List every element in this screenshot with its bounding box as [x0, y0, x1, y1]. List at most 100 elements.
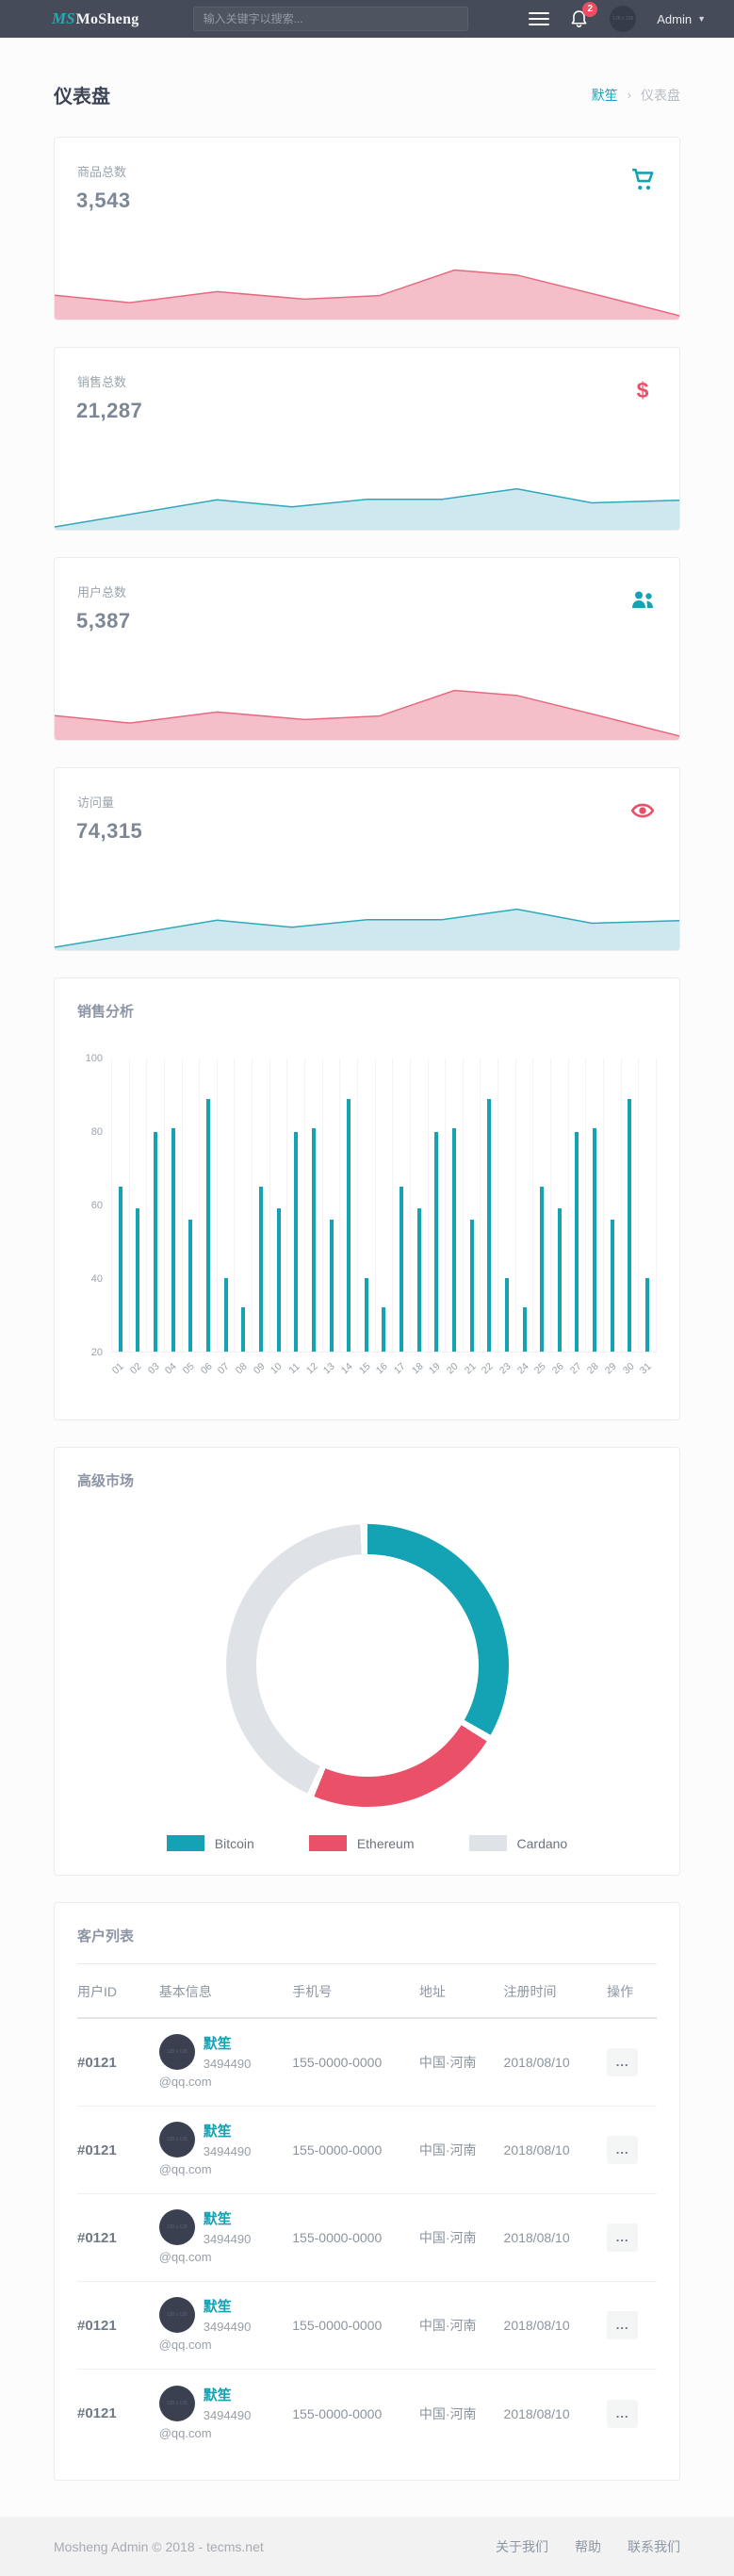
- register-date: 2018/08/10: [503, 2055, 570, 2070]
- row-actions-button[interactable]: ...: [607, 2223, 639, 2252]
- legend-swatch: [308, 1835, 347, 1851]
- user-phone: 155-0000-0000: [292, 2405, 383, 2421]
- bar-slot: [445, 1058, 463, 1352]
- app-logo[interactable]: MS MoSheng: [52, 9, 139, 28]
- user-email: 3494490: [203, 2057, 252, 2071]
- user-info-cell: 128 x 128 默笙 3494490 @qq.com: [158, 2385, 293, 2442]
- register-date: 2018/08/10: [503, 2230, 570, 2245]
- bar: [347, 1098, 351, 1352]
- table-row: #0121 128 x 128 默笙 3494490 @qq.com 155-0…: [77, 2019, 657, 2107]
- x-tick-label: 23: [497, 1360, 514, 1377]
- bar: [540, 1187, 545, 1352]
- donut-chart: [225, 1524, 509, 1807]
- bar-slot: [146, 1058, 164, 1352]
- user-info-cell: 128 x 128 默笙 3494490 @qq.com: [158, 2034, 293, 2091]
- legend-label: Cardano: [516, 1835, 568, 1851]
- bar: [504, 1278, 509, 1352]
- footer-link[interactable]: 联系我们: [628, 2538, 680, 2554]
- bar-slot: [480, 1058, 497, 1352]
- x-tick: 11: [286, 1360, 305, 1385]
- x-tick: 20: [445, 1360, 464, 1385]
- bar-slot: [427, 1058, 446, 1352]
- notifications-button[interactable]: 2: [570, 2, 598, 29]
- user-menu[interactable]: Admin ▼: [657, 12, 706, 26]
- x-tick: 16: [374, 1360, 393, 1385]
- x-tick: 30: [621, 1360, 639, 1385]
- user-avatar: 128 x 128: [158, 2385, 195, 2421]
- bar-slot: [181, 1058, 200, 1352]
- x-tick: 05: [180, 1360, 200, 1385]
- x-tick: 27: [568, 1360, 586, 1385]
- user-email: 3494490: [203, 2407, 252, 2422]
- users-icon: [632, 591, 653, 608]
- x-tick: 07: [216, 1360, 235, 1385]
- register-date: 2018/08/10: [503, 2405, 570, 2421]
- breadcrumb-current: 仪表盘: [641, 87, 680, 103]
- user-name-link[interactable]: 默笙: [203, 2124, 232, 2140]
- column-header: 地址: [418, 1984, 446, 1999]
- bar: [522, 1307, 527, 1352]
- bar: [382, 1307, 386, 1352]
- x-tick: 31: [638, 1360, 657, 1385]
- user-phone: 155-0000-0000: [292, 2142, 383, 2158]
- table-body: #0121 128 x 128 默笙 3494490 @qq.com 155-0…: [77, 2019, 657, 2457]
- user-avatar: 128 x 128: [158, 2297, 195, 2333]
- customer-list-card: 客户列表 用户ID 基本信息 手机号 地址 注册时间 操作 #0121 128 …: [54, 1902, 680, 2481]
- x-tick-label: 02: [127, 1360, 144, 1377]
- breadcrumb-home-link[interactable]: 默笙: [591, 87, 618, 103]
- user-id: #0121: [77, 2054, 117, 2071]
- menu-toggle-icon[interactable]: [529, 8, 550, 29]
- stat-card-visits: 访问量 74,315: [54, 767, 680, 951]
- stat-label: 访问量: [77, 796, 115, 810]
- row-actions-button[interactable]: ...: [607, 2311, 639, 2339]
- row-actions-button[interactable]: ...: [607, 2399, 639, 2428]
- x-tick: 04: [163, 1360, 182, 1385]
- bar: [628, 1098, 632, 1352]
- user-name-link[interactable]: 默笙: [203, 2036, 232, 2052]
- bar-slot: [339, 1058, 357, 1352]
- footer-link[interactable]: 关于我们: [496, 2538, 548, 2554]
- x-tick-label: 26: [550, 1360, 566, 1377]
- avatar-placeholder-text: 128 x 128: [612, 16, 634, 22]
- x-tick-label: 05: [180, 1360, 197, 1377]
- stat-card-users: 用户总数 5,387: [54, 557, 680, 741]
- user-name-link[interactable]: 默笙: [203, 2387, 232, 2404]
- bar-slot: [304, 1058, 322, 1352]
- search-input[interactable]: [192, 7, 468, 31]
- x-tick-label: 24: [514, 1360, 531, 1377]
- x-tick-label: 07: [216, 1360, 232, 1377]
- row-actions-button[interactable]: ...: [607, 2048, 639, 2076]
- bar-slot: [585, 1058, 603, 1352]
- x-tick: 01: [110, 1360, 129, 1385]
- x-tick-label: 01: [110, 1360, 126, 1377]
- x-tick-label: 13: [321, 1360, 337, 1377]
- user-info-cell: 128 x 128 默笙 3494490 @qq.com: [158, 2209, 293, 2266]
- section-title: 客户列表: [77, 1928, 135, 1944]
- logo-text: MoSheng: [75, 11, 139, 27]
- bar-slot: [514, 1058, 533, 1352]
- dollar-icon: $: [636, 377, 649, 402]
- bar-slot: [269, 1058, 287, 1352]
- bar: [434, 1131, 439, 1352]
- user-email: 3494490: [203, 2144, 252, 2158]
- x-tick: 12: [304, 1360, 322, 1385]
- row-actions-button[interactable]: ...: [607, 2136, 639, 2164]
- bar-slot: [163, 1058, 182, 1352]
- bar-slot: [409, 1058, 428, 1352]
- x-tick-label: 19: [427, 1360, 444, 1377]
- x-tick: 13: [321, 1360, 340, 1385]
- x-tick-label: 25: [532, 1360, 549, 1377]
- user-id: #0121: [77, 2405, 117, 2421]
- user-avatar[interactable]: 128 x 128: [610, 6, 637, 32]
- user-name-link[interactable]: 默笙: [203, 2299, 232, 2315]
- bar-slot: [374, 1058, 393, 1352]
- x-tick-label: 16: [374, 1360, 391, 1377]
- x-tick-label: 06: [198, 1360, 215, 1377]
- sparkline-chart: [55, 895, 679, 950]
- footer-link[interactable]: 帮助: [575, 2538, 601, 2554]
- chart-legend: Bitcoin Ethereum Cardano: [77, 1835, 657, 1851]
- user-name-link[interactable]: 默笙: [203, 2211, 232, 2227]
- y-tick-label: 40: [90, 1273, 103, 1285]
- x-tick-label: 15: [356, 1360, 373, 1377]
- x-tick: 21: [463, 1360, 481, 1385]
